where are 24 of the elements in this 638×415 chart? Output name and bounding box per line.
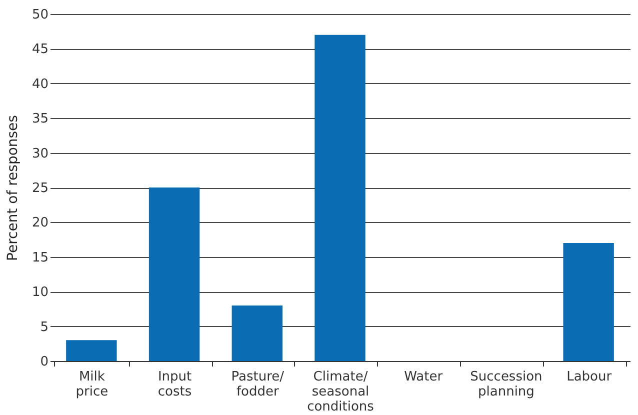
y-tick-label: 20: [32, 216, 48, 231]
x-tick-label: Climate/seasonal conditions: [307, 370, 374, 414]
bar: [563, 243, 614, 361]
y-tick-label: 45: [32, 42, 48, 58]
x-tick-label: Succession planning: [470, 370, 542, 400]
y-tick-label: 30: [32, 146, 48, 162]
x-tick-label: Pasture/fodder: [231, 370, 285, 400]
x-tick-label: Milk price: [76, 370, 108, 400]
y-tick-label: 0: [40, 354, 48, 370]
x-tick-label: Input costs: [158, 370, 192, 400]
y-tick-label: 50: [32, 8, 48, 22]
y-tick-label: 25: [32, 181, 48, 196]
y-tick-label: 15: [32, 250, 48, 266]
y-tick-label: 5: [40, 320, 48, 335]
x-tick-label: Labour: [566, 370, 612, 384]
x-tick-label: Water: [404, 370, 444, 384]
y-tick-label: 10: [32, 285, 48, 300]
y-axis-title: Percent of responses: [4, 115, 21, 261]
bar: [148, 188, 200, 361]
y-tick-label: 35: [32, 112, 48, 127]
y-tick-label: 40: [32, 76, 48, 92]
bar: [232, 305, 282, 361]
bar: [314, 34, 366, 361]
bar: [66, 340, 117, 361]
